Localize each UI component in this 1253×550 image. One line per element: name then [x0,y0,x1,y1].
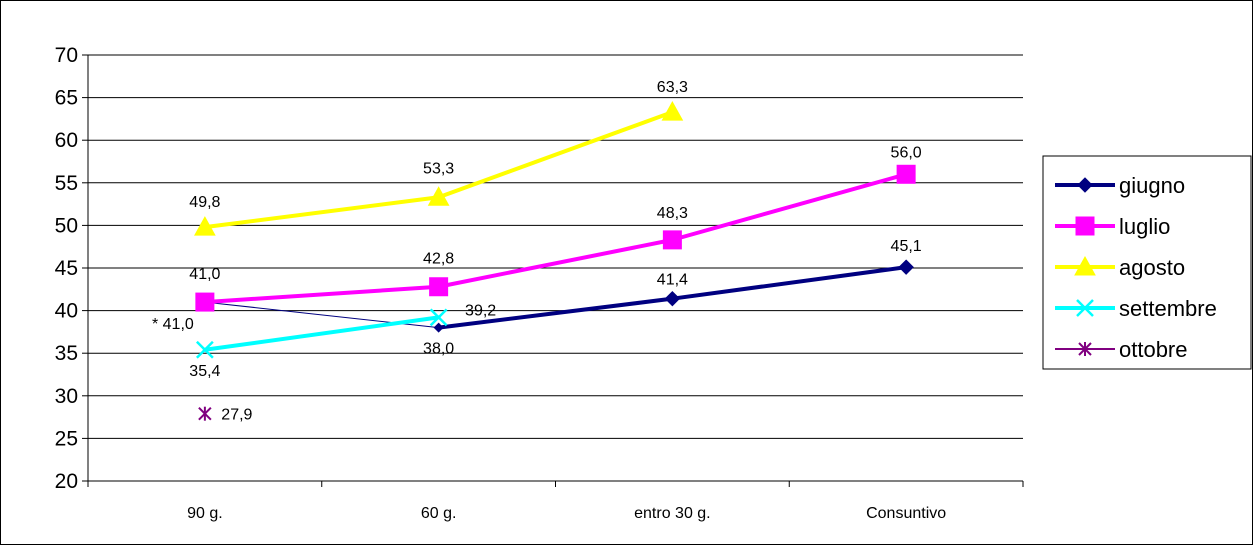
data-label-agosto-entro-30-g: 63,3 [657,79,688,96]
y-tick-label-35: 35 [55,342,78,365]
point-luglio-60-g [429,277,449,297]
data-label-agosto-90-g: 49,8 [189,194,220,211]
series-luglio-segment-2 [670,172,909,242]
legend-marker-ottobre [1078,342,1092,356]
data-label-luglio-entro-30-g: 48,3 [657,205,688,222]
y-tick-label-30: 30 [55,385,78,408]
data-label-settembre-60-g: 39,2 [465,302,496,319]
y-tick-label-50: 50 [55,214,78,237]
legend-item-settembre: settembre [1055,296,1217,321]
data-label-giugno-entro-30-g: 41,4 [657,272,688,289]
axes: 20 25 30 35 40 45 50 55 60 65 70 90 g. 60 g. entro 30… [55,44,1024,522]
series-settembre-segment-0 [202,315,441,352]
point-giugno-consuntivo [898,259,914,275]
legend-label-agosto: agosto [1119,255,1185,280]
series-luglio-segment-1 [436,237,675,289]
series-luglio-segment-0 [202,284,441,305]
series-agosto-segment-1 [436,110,675,200]
legend-box [1042,155,1252,370]
point-ottobre-90-g [198,406,212,421]
legend-marker-agosto [1074,255,1096,276]
legend-marker-giugno [1077,177,1093,193]
legend-label-giugno: giugno [1119,173,1185,198]
point-agosto-entro-30-g [661,101,684,121]
y-tick-label-20: 20 [55,470,78,493]
series-giugno-segment-2 [670,265,909,301]
point-agosto-60-g [427,186,450,206]
legend-item-luglio: luglio [1055,214,1170,239]
data-label-luglio-consuntivo: 56,0 [891,144,922,161]
series-agosto-segment-0 [202,195,441,230]
legend-label-ottobre: ottobre [1119,337,1188,362]
x-tick-label-entro-30-g: entro 30 g. [634,505,711,522]
point-giugno-entro-30-g [664,290,681,307]
point-settembre-90-g-stroke-b [195,340,214,359]
x-tick-label-90-g: 90 g. [187,505,223,522]
data-label-giugno-consuntivo: 45,1 [891,238,922,255]
y-tick-label-25: 25 [55,427,78,450]
legend: giugno luglio agosto settembre ottobre [1042,155,1252,370]
y-tick-label-40: 40 [55,300,78,323]
y-tick-label-65: 65 [55,87,78,110]
data-label-giugno-60-g: 38,0 [423,341,454,358]
legend-item-giugno: giugno [1055,173,1185,198]
point-giugno-60-g [433,322,444,333]
point-settembre-90-g [195,340,214,359]
y-tick-label-70: 70 [55,44,78,67]
point-luglio-90-g [195,292,215,312]
legend-label-luglio: luglio [1119,214,1170,239]
point-settembre-60-g [429,308,448,327]
y-tick-label-60: 60 [55,129,78,152]
data-label-giugno-90-g: * 41,0 [152,316,194,333]
data-label-ottobre-90-g: 27,9 [221,407,252,424]
point-agosto-90-g [194,216,216,236]
point-luglio-entro-30-g [662,230,682,250]
data-labels: * 41,0 38,0 41,4 45,1 41,0 42,8 48,3 56,0 49,8 53… [152,79,922,424]
point-settembre-60-g-stroke-b [429,308,448,327]
x-tick-label-consuntivo: Consuntivo [866,505,946,522]
data-label-luglio-90-g: 41,0 [189,266,220,283]
point-luglio-consuntivo [896,164,916,184]
x-tick-label-60-g: 60 g. [421,505,457,522]
legend-item-agosto: agosto [1055,255,1185,280]
series-giugno-segment-1 [436,296,675,330]
legend-label-settembre: settembre [1119,296,1217,321]
data-label-settembre-90-g: 35,4 [189,363,220,380]
legend-marker-settembre [1076,299,1094,317]
series [194,101,916,421]
legend-item-ottobre: ottobre [1055,337,1188,362]
data-label-agosto-60-g: 53,3 [423,160,454,177]
legend-marker-settembre-stroke-b [1076,299,1094,317]
y-tick-label-45: 45 [55,257,78,280]
legend-marker-luglio [1075,216,1095,236]
data-label-luglio-60-g: 42,8 [423,251,454,268]
y-tick-label-55: 55 [55,172,78,195]
gridlines [88,54,1023,439]
